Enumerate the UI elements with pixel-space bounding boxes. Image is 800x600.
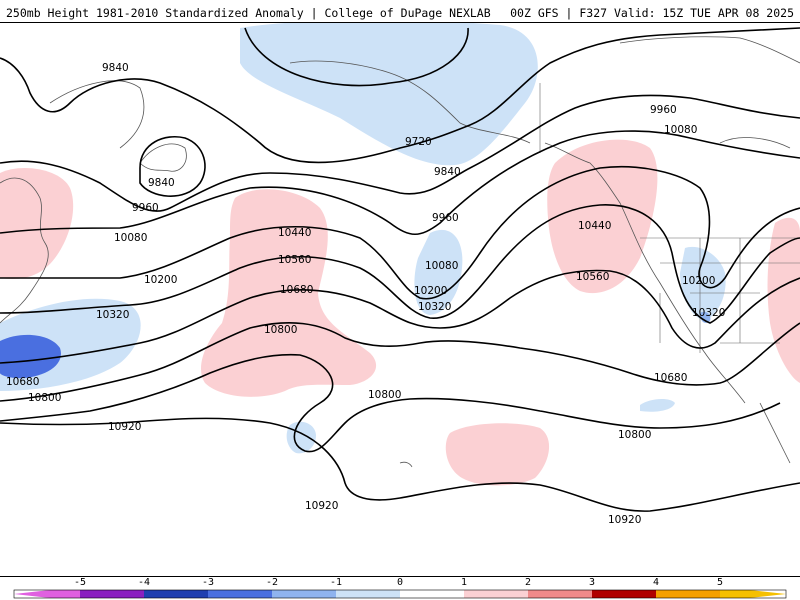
pos-anomaly-south <box>445 423 550 486</box>
colorbar-tick-label: -3 <box>201 577 215 588</box>
contour-label: 10080 <box>664 124 697 136</box>
coastlines <box>0 36 800 468</box>
contour-label: 10920 <box>305 500 338 512</box>
contour-label: 9840 <box>102 62 129 74</box>
contour-label: 10200 <box>144 274 177 286</box>
contour-label: 10920 <box>108 421 141 433</box>
contour-label: 10800 <box>28 392 61 404</box>
colorbar-swatch <box>272 590 336 598</box>
colorbar-swatch <box>528 590 592 598</box>
colorbar-arrow-right <box>750 590 786 598</box>
colorbar-swatch <box>400 590 464 598</box>
neg-anomaly-alaska <box>240 23 538 166</box>
colorbar-border <box>13 589 787 599</box>
neg-anomaly-small2 <box>640 399 675 412</box>
valid-time: 00Z GFS | F327 Valid: 15Z TUE APR 08 202… <box>510 6 794 20</box>
contour-label: 10320 <box>418 301 451 313</box>
contour-label: 10800 <box>264 324 297 336</box>
colorbar-swatch <box>592 590 656 598</box>
map-canvas: 9840 9840 9960 10080 10200 10320 10680 1… <box>0 23 800 526</box>
map-panel: 9840 9840 9960 10080 10200 10320 10680 1… <box>0 22 800 577</box>
contour-label: 9840 <box>148 177 175 189</box>
colorbar-tick-label: 2 <box>524 577 532 588</box>
pos-anomaly-east <box>547 139 658 294</box>
neg-anomaly-westpac-strong <box>0 334 61 379</box>
contour-label: 10560 <box>278 254 311 266</box>
colorbar-gradient <box>13 589 787 599</box>
colorbar-tick-label: -1 <box>329 577 343 588</box>
contour-labels: 9840 9840 9960 10080 10200 10320 10680 1… <box>6 62 725 526</box>
contour-label: 9960 <box>132 202 159 214</box>
colorbar-swatch <box>80 590 144 598</box>
contour-label: 10320 <box>692 307 725 319</box>
colorbar-tick-label: -4 <box>137 577 151 588</box>
colorbar-tick-label: 0 <box>396 577 404 588</box>
pos-anomaly-central <box>201 189 377 397</box>
contour-label: 10440 <box>578 220 611 232</box>
colorbar-tick-label: 1 <box>460 577 468 588</box>
contour-label: 9960 <box>650 104 677 116</box>
colorbar-swatch <box>50 590 80 598</box>
contour-label: 10560 <box>576 271 609 283</box>
colorbar-swatch <box>144 590 208 598</box>
colorbar-tick-label: -2 <box>265 577 279 588</box>
colorbar-swatch <box>720 590 750 598</box>
colorbar-swatch <box>336 590 400 598</box>
colorbar-swatch <box>656 590 720 598</box>
pos-anomaly-asia <box>0 168 74 279</box>
contour-label: 10920 <box>608 514 641 526</box>
colorbar-arrow-left <box>14 590 50 598</box>
contour-label: 9720 <box>405 136 432 148</box>
contour-label: 10440 <box>278 227 311 239</box>
header: 250mb Height 1981-2010 Standardized Anom… <box>0 0 800 22</box>
colorbar-tick-label: 4 <box>652 577 660 588</box>
contour-label: 9840 <box>434 166 461 178</box>
contour-label: 10680 <box>6 376 39 388</box>
contour-label: 10680 <box>280 284 313 296</box>
contour-label: 9960 <box>432 212 459 224</box>
contour-label: 10680 <box>654 372 687 384</box>
contour-label: 10320 <box>96 309 129 321</box>
contour-label: 10800 <box>618 429 651 441</box>
map-title: 250mb Height 1981-2010 Standardized Anom… <box>6 6 491 20</box>
colorbar-tick-label: 5 <box>716 577 724 588</box>
colorbar-tick-label: 3 <box>588 577 596 588</box>
colorbar-swatch <box>464 590 528 598</box>
pos-anomaly-eastcoast <box>767 217 800 383</box>
contour-label: 10200 <box>682 275 715 287</box>
neg-anomaly-central <box>414 229 463 315</box>
height-contours <box>0 27 800 512</box>
contour-label: 10080 <box>425 260 458 272</box>
colorbar-swatch <box>208 590 272 598</box>
contour-label: 10080 <box>114 232 147 244</box>
neg-anomaly-calif-core <box>700 311 711 323</box>
contour-label: 10200 <box>414 285 447 297</box>
colorbar: -5 -4 -3 -2 -1 0 1 2 3 4 5 <box>0 577 800 600</box>
contour-label: 10800 <box>368 389 401 401</box>
colorbar-tick-label: -5 <box>73 577 87 588</box>
